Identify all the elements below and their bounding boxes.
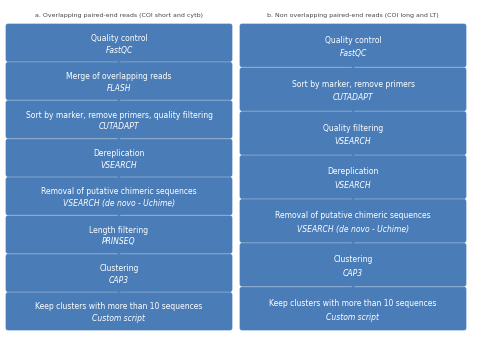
Text: Custom script: Custom script xyxy=(92,314,145,323)
Text: Dereplication: Dereplication xyxy=(93,149,145,158)
Text: Quality control: Quality control xyxy=(325,36,382,45)
Text: CUTADAPT: CUTADAPT xyxy=(333,93,373,102)
Text: Clustering: Clustering xyxy=(333,255,373,264)
Text: CAP3: CAP3 xyxy=(109,276,129,285)
Text: Quality filtering: Quality filtering xyxy=(323,124,383,132)
FancyBboxPatch shape xyxy=(240,243,466,286)
Text: FLASH: FLASH xyxy=(107,84,131,93)
Text: Removal of putative chimeric sequences: Removal of putative chimeric sequences xyxy=(275,211,431,220)
Text: CAP3: CAP3 xyxy=(343,269,363,278)
Text: VSEARCH: VSEARCH xyxy=(101,161,138,170)
FancyBboxPatch shape xyxy=(6,254,232,292)
Text: PRINSEQ: PRINSEQ xyxy=(102,237,136,246)
FancyBboxPatch shape xyxy=(6,177,232,215)
Text: Merge of overlapping reads: Merge of overlapping reads xyxy=(66,72,172,81)
Text: Custom script: Custom script xyxy=(327,313,380,322)
Text: a. Overlapping paired-end reads (COI short and cytb): a. Overlapping paired-end reads (COI sho… xyxy=(35,13,203,18)
Text: Clustering: Clustering xyxy=(99,264,139,273)
FancyBboxPatch shape xyxy=(240,287,466,330)
FancyBboxPatch shape xyxy=(240,24,466,67)
Text: VSEARCH: VSEARCH xyxy=(335,181,371,190)
Text: Length filtering: Length filtering xyxy=(89,226,149,235)
FancyBboxPatch shape xyxy=(240,155,466,198)
Text: Quality control: Quality control xyxy=(90,34,147,43)
Text: Removal of putative chimeric sequences: Removal of putative chimeric sequences xyxy=(41,187,197,196)
FancyBboxPatch shape xyxy=(6,293,232,330)
FancyBboxPatch shape xyxy=(6,63,232,100)
FancyBboxPatch shape xyxy=(240,112,466,154)
FancyBboxPatch shape xyxy=(6,216,232,253)
FancyBboxPatch shape xyxy=(240,68,466,111)
Text: FastQC: FastQC xyxy=(105,46,133,54)
Text: VSEARCH (de novo - Uchime): VSEARCH (de novo - Uchime) xyxy=(63,199,175,208)
FancyBboxPatch shape xyxy=(6,101,232,138)
Text: Sort by marker, remove primers: Sort by marker, remove primers xyxy=(292,80,415,89)
Text: VSEARCH (de novo - Uchime): VSEARCH (de novo - Uchime) xyxy=(297,225,409,234)
Text: b. Non overlapping paired-end reads (COI long and LT): b. Non overlapping paired-end reads (COI… xyxy=(267,13,439,18)
Text: CUTADAPT: CUTADAPT xyxy=(99,122,139,131)
FancyBboxPatch shape xyxy=(240,199,466,242)
Text: Sort by marker, remove primers, quality filtering: Sort by marker, remove primers, quality … xyxy=(25,111,212,120)
FancyBboxPatch shape xyxy=(6,139,232,176)
FancyBboxPatch shape xyxy=(6,24,232,62)
Text: Keep clusters with more than 10 sequences: Keep clusters with more than 10 sequence… xyxy=(269,299,437,308)
Text: Dereplication: Dereplication xyxy=(327,167,379,176)
Text: VSEARCH: VSEARCH xyxy=(335,137,371,146)
Text: FastQC: FastQC xyxy=(339,49,367,58)
Text: Keep clusters with more than 10 sequences: Keep clusters with more than 10 sequence… xyxy=(35,303,203,312)
